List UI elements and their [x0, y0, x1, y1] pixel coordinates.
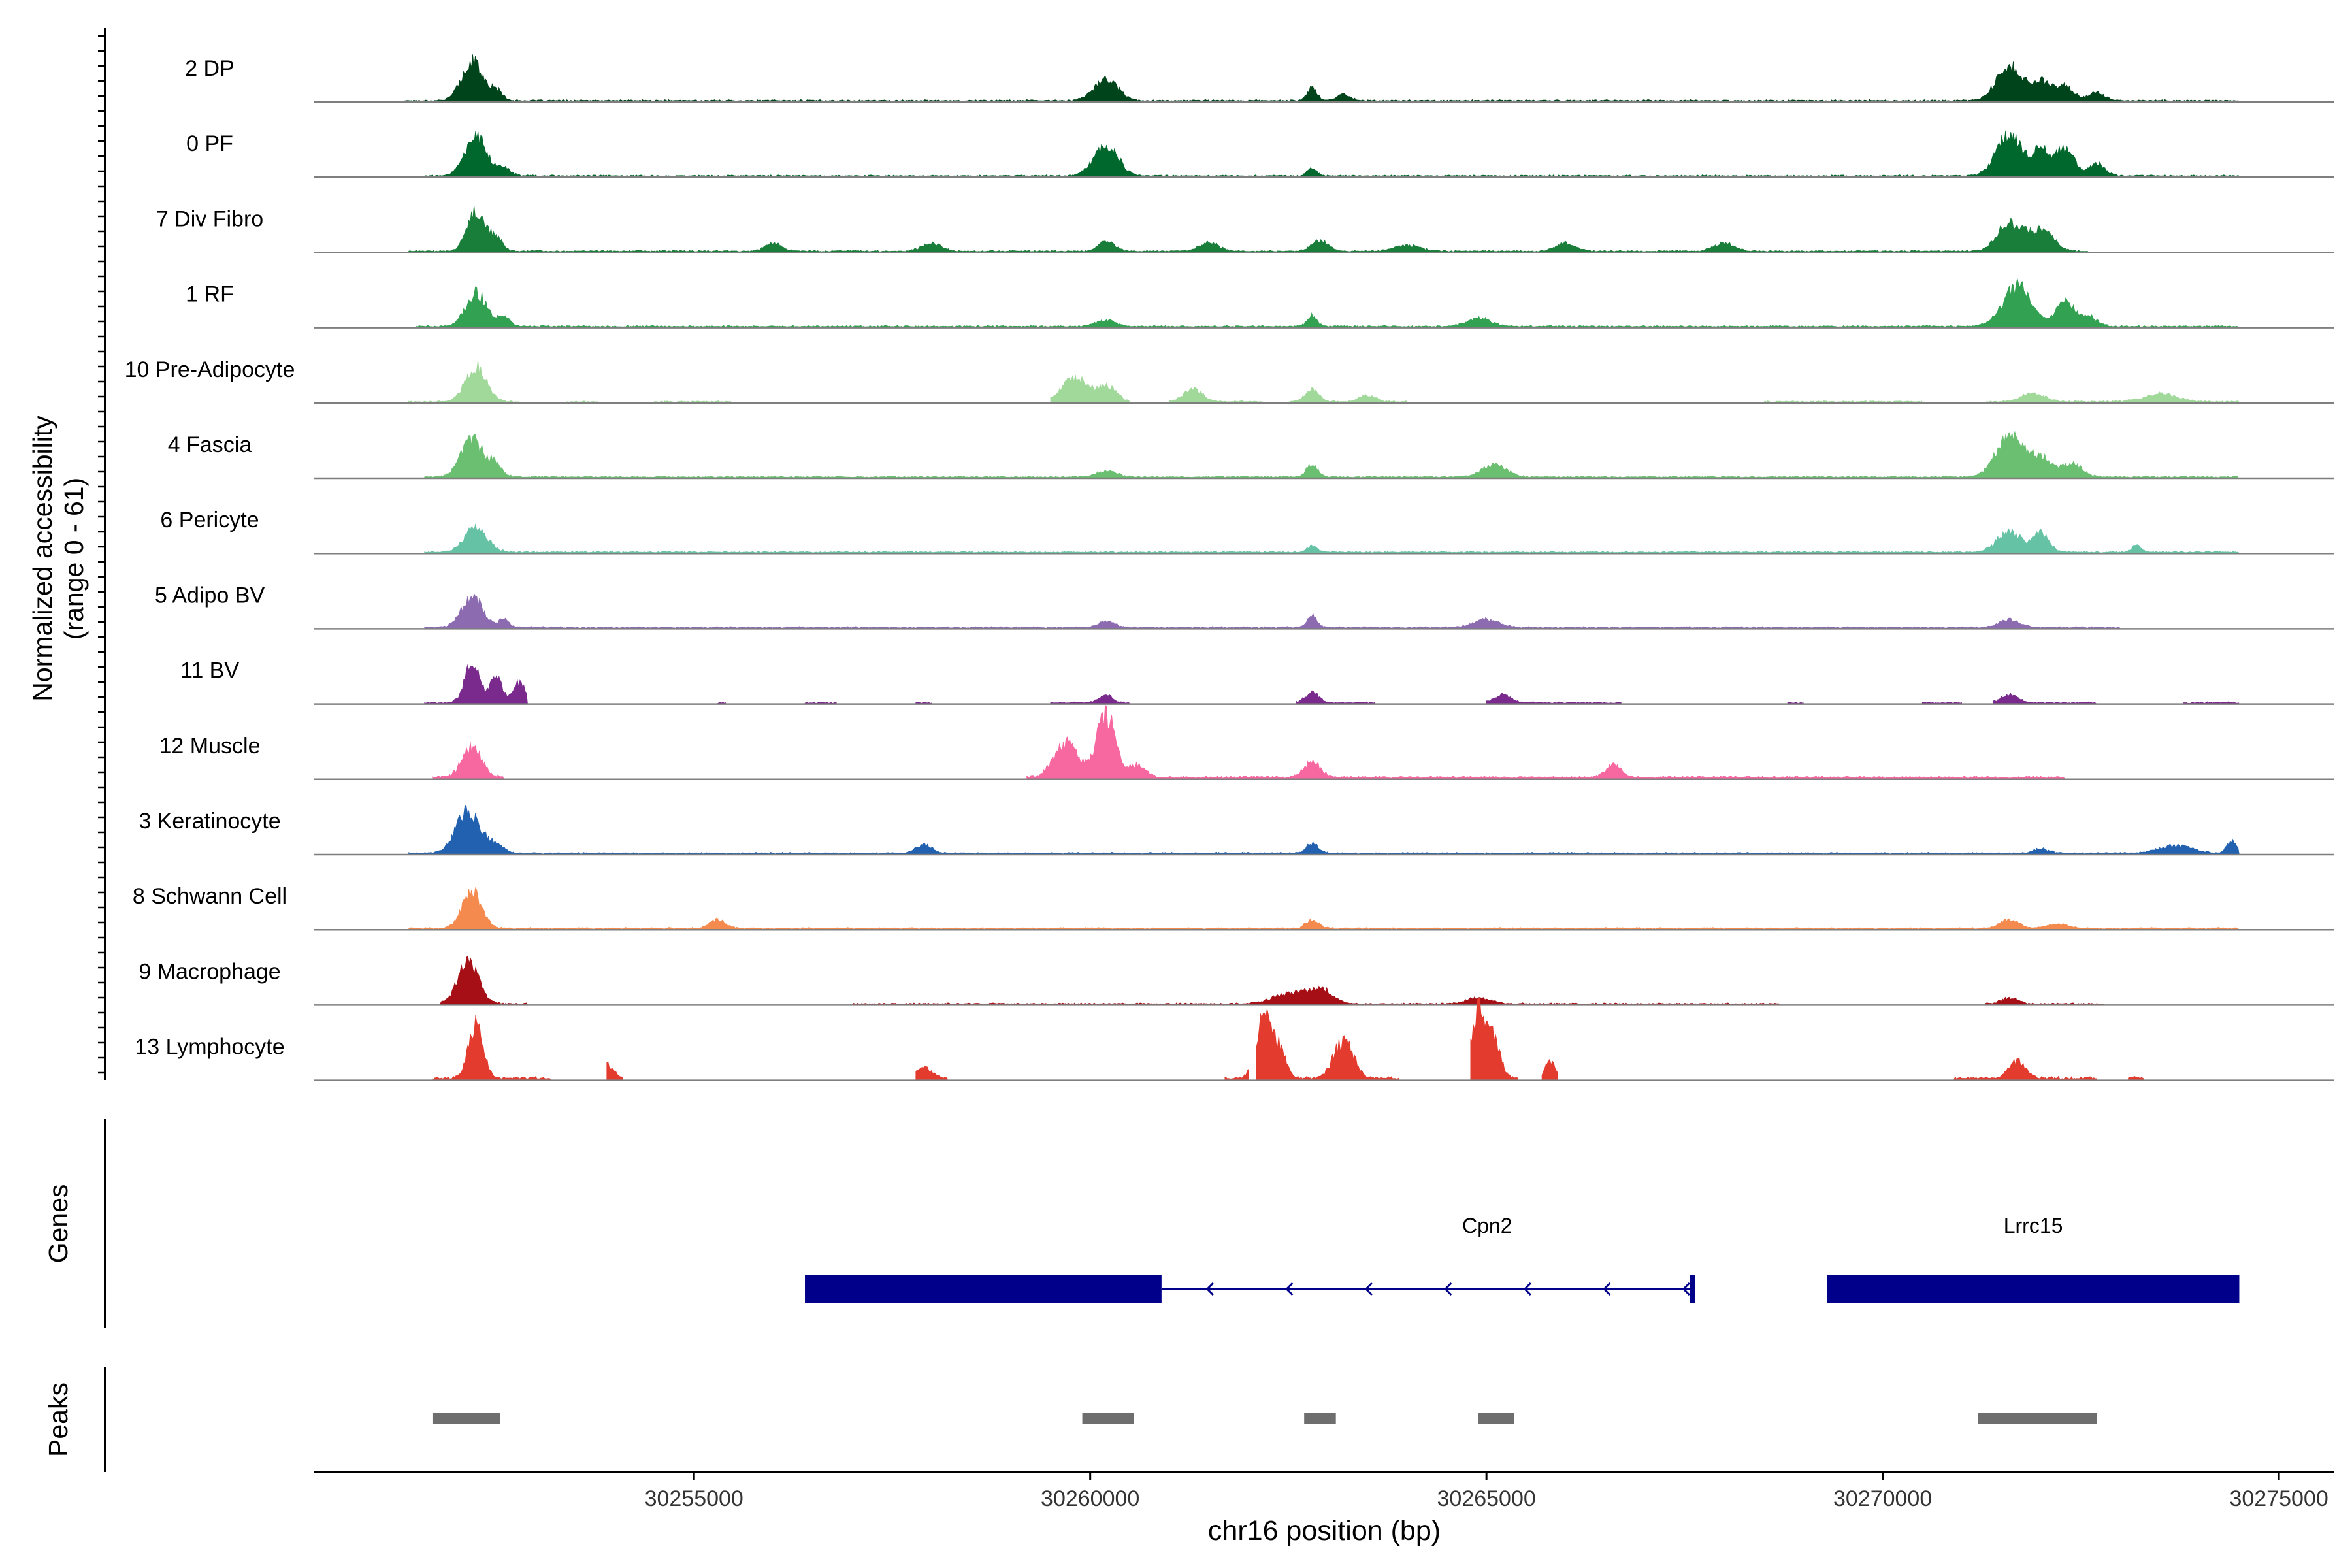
y-axis-label-line1: Normalized accessibility — [27, 416, 57, 702]
track-9: 11 BV — [180, 659, 2334, 705]
gene-models: Cpn2 Lrrc15 — [805, 1214, 2240, 1303]
track-label: 5 Adipo BV — [155, 583, 265, 608]
coverage-area — [408, 205, 2089, 253]
peak-region-bar — [1082, 1413, 1134, 1424]
genes-label: Genes — [43, 1184, 73, 1264]
track-label: 0 PF — [186, 131, 233, 156]
track-label: 4 Fascia — [168, 433, 252, 457]
gene-label: Lrrc15 — [2004, 1214, 2063, 1237]
coverage-y-axis — [98, 28, 106, 1080]
x-tick-label: 30265000 — [1437, 1486, 1536, 1511]
track-6: 4 Fascia — [168, 431, 2334, 480]
gene-cpn2: Cpn2 — [805, 1214, 1695, 1303]
genes-panel: Genes Cpn2 Lrrc15 — [43, 1119, 2240, 1328]
gene-lrrc15: Lrrc15 — [1827, 1214, 2240, 1303]
x-tick-label: 30275000 — [2229, 1486, 2328, 1511]
track-10: 12 Muscle — [159, 704, 2334, 781]
track-8: 5 Adipo BV — [155, 583, 2334, 630]
coverage-area — [408, 887, 2240, 930]
x-tick-label: 30260000 — [1041, 1486, 1139, 1511]
peak-region-bar — [432, 1413, 500, 1424]
strand-arrow — [1444, 1282, 1452, 1296]
track-14: 13 Lymphocyte — [135, 998, 2334, 1081]
strand-arrow — [1523, 1282, 1531, 1296]
track-13: 9 Macrophage — [139, 955, 2334, 1006]
peak-region-bar — [1978, 1413, 2097, 1424]
track-label: 1 RF — [186, 282, 234, 307]
track-1: 2 DP — [185, 54, 2334, 103]
coverage-area — [424, 523, 2240, 554]
strand-arrow — [1364, 1282, 1373, 1296]
coverage-area — [424, 593, 2121, 629]
strand-arrow — [1205, 1282, 1214, 1296]
peak-region-bar — [1304, 1413, 1336, 1424]
strand-arrow — [1285, 1282, 1294, 1296]
track-label: 8 Schwann Cell — [133, 884, 287, 909]
track-label: 13 Lymphocyte — [135, 1035, 284, 1060]
x-ticks: 30255000 30260000 30265000 30270000 30275000 — [645, 1472, 2328, 1511]
strand-arrow — [1682, 1282, 1690, 1296]
track-label: 2 DP — [185, 56, 235, 81]
coverage-area — [424, 664, 2240, 704]
coverage-area — [424, 431, 2240, 479]
track-label: 3 Keratinocyte — [139, 809, 280, 834]
gene-exon-block — [1827, 1275, 2240, 1303]
coverage-y-ticks — [98, 35, 105, 1074]
track-label: 11 BV — [180, 659, 239, 683]
peaks-label: Peaks — [43, 1382, 73, 1457]
track-2: 0 PF — [186, 130, 2334, 178]
track-label: 9 Macrophage — [139, 959, 280, 984]
gene-label: Cpn2 — [1462, 1214, 1512, 1237]
track-label: 7 Div Fibro — [156, 206, 263, 231]
gene-end-cap — [1690, 1275, 1695, 1303]
track-7: 6 Pericyte — [160, 508, 2334, 555]
x-tick-label: 30270000 — [1833, 1486, 1932, 1511]
peak-regions — [432, 1413, 2097, 1424]
coverage-area — [416, 278, 2240, 328]
y-axis-label-line2: (range 0 - 61) — [59, 478, 89, 640]
track-label: 6 Pericyte — [160, 508, 259, 532]
coverage-tracks: 2 DP 0 PF 7 Div Fibro 1 RF 10 Pre-Adipocyte 4… — [125, 54, 2334, 1081]
coverage-area — [440, 955, 2106, 1005]
gene-exon-block — [805, 1275, 1162, 1303]
coverage-area — [424, 130, 2240, 178]
strand-arrow — [1603, 1282, 1611, 1296]
x-axis: 30255000 30260000 30265000 30270000 30275000… — [314, 1471, 2334, 1546]
coverage-area — [404, 54, 2240, 103]
track-4: 1 RF — [186, 278, 2334, 329]
track-3: 7 Div Fibro — [156, 205, 2334, 253]
track-label: 12 Muscle — [159, 734, 261, 759]
coverage-area — [432, 998, 2145, 1081]
coverage-area — [432, 704, 2066, 780]
track-11: 3 Keratinocyte — [139, 804, 2334, 856]
x-axis-label: chr16 position (bp) — [1208, 1515, 1441, 1546]
track-12: 8 Schwann Cell — [133, 884, 2334, 931]
peaks-panel: Peaks — [43, 1367, 2097, 1472]
peak-region-bar — [1478, 1413, 1514, 1424]
track-label: 10 Pre-Adipocyte — [125, 357, 295, 382]
coverage-area — [408, 360, 2240, 404]
coverage-area — [408, 804, 2240, 855]
x-tick-label: 30255000 — [645, 1486, 743, 1511]
track-5: 10 Pre-Adipocyte — [125, 357, 2334, 404]
